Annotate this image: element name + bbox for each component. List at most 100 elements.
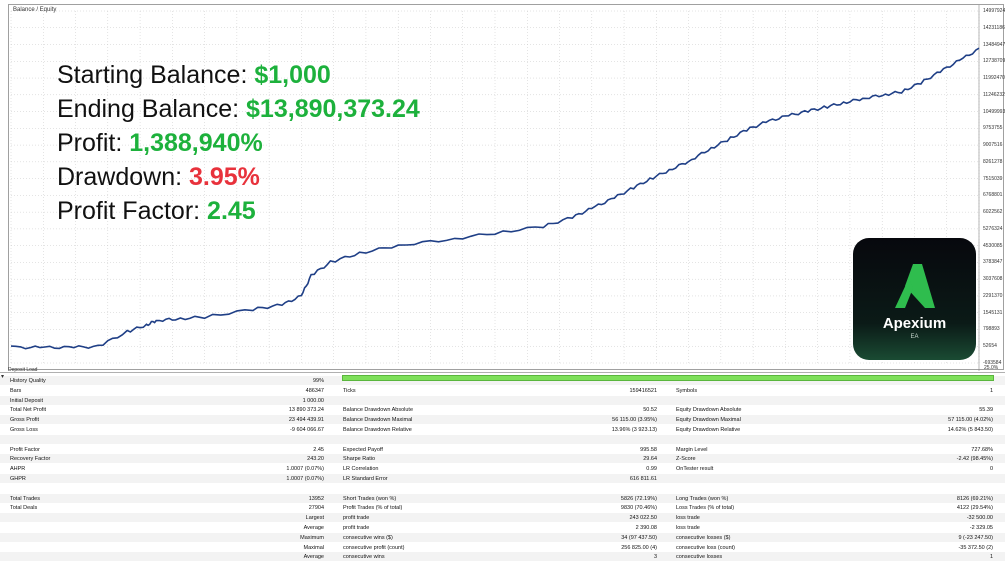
row-band [0, 542, 1005, 552]
summary-label: Drawdown: [57, 163, 189, 191]
report-value: 2.45 [313, 446, 324, 453]
report-label: Total Deals [10, 505, 38, 512]
collapse-arrow-icon[interactable]: ▾ [1, 374, 5, 380]
report-label: Profit Trades (% of total) [343, 505, 403, 512]
report-label: Total Net Profit [10, 407, 47, 414]
report-label: Ticks [343, 387, 356, 394]
report-value: 243 022.50 [629, 515, 657, 522]
tab-deposit-load[interactable]: Deposit Load [8, 367, 38, 373]
report-value: 159416521 [629, 387, 657, 394]
row-band [0, 483, 1005, 493]
report-label: consecutive loss (count) [676, 544, 735, 551]
summary-label: Ending Balance: [57, 95, 247, 123]
report-label: Gross Loss [10, 427, 38, 433]
y-tick-label: 8261278 [983, 158, 1003, 165]
y-tick-label: 52654 [983, 343, 997, 350]
report-label: Short Trades (won %) [343, 495, 397, 502]
row-band [0, 444, 1005, 454]
report-label: Recovery Factor [10, 456, 51, 463]
report-label: Symbols [676, 387, 698, 394]
y-tick-label: 3037608 [983, 276, 1003, 283]
report-value: 2 390.08 [635, 525, 657, 531]
row-band [0, 523, 1005, 532]
chart-plot [10, 5, 980, 371]
report-label: LR Correlation [343, 466, 379, 473]
report-label: Long Trades (won %) [676, 495, 729, 502]
report-label: Balance Drawdown Absolute [343, 407, 414, 414]
report-label: consecutive wins ($) [343, 534, 393, 541]
report-label: History Quality [10, 378, 46, 384]
chart-legend: Balance / Equity [13, 7, 57, 13]
summary-label: Starting Balance: [57, 61, 255, 89]
row-band [0, 552, 1005, 562]
report-value: -2.42 (98.45%) [956, 456, 993, 463]
report-label: Equity Drawdown Relative [676, 427, 741, 433]
summary-value: 3.95% [189, 163, 260, 191]
report-value: 256 825.00 (4) [621, 544, 657, 551]
report-value: -35 372.50 (2) [958, 544, 993, 551]
report-value: -32 500.00 [966, 515, 993, 522]
row-band [0, 503, 1005, 513]
summary-value: $13,890,373.24 [246, 95, 420, 123]
apexium-logo: Apexium EA [853, 238, 976, 360]
report-value: 13952 [308, 495, 324, 502]
y-tick-label: 11992470 [983, 75, 1005, 82]
summary-label: Profit: [57, 129, 130, 157]
report-value: 1.0007 (0.07%) [286, 466, 324, 473]
y-tick-label: 9753755 [983, 125, 1003, 132]
report-value: 1 [989, 387, 993, 394]
y-tick-label: 6022562 [983, 209, 1003, 216]
report-label: Expected Payoff [343, 446, 383, 453]
report-label: loss trade [676, 525, 700, 531]
y-tick-label: 13484947 [983, 41, 1005, 48]
summary-value: $1,000 [254, 61, 331, 89]
report-label: Z-Score [676, 456, 696, 463]
row-band [0, 464, 1005, 474]
summary-line: Drawdown: 3.95% [57, 160, 420, 194]
report-value: 29.64 [643, 456, 657, 463]
summary-value: 2.45 [207, 197, 256, 225]
report-label: Bars [10, 387, 22, 394]
report-value: 9830 (70.46%) [620, 505, 657, 512]
summary-line: Profit: 1,388,940% [57, 126, 420, 160]
report-value: 616 811.61 [629, 476, 657, 482]
report-value: 1 [989, 554, 993, 561]
balance-equity-chart: Balance / Equity 14997924 14231186 1348494… [8, 4, 1005, 371]
y-tick-label: 10499993 [983, 108, 1005, 115]
report-value: 995.58 [640, 446, 657, 453]
report-label: profit trade [343, 525, 370, 531]
report-value: 55.39 [979, 407, 993, 414]
report-label: consecutive losses ($) [676, 534, 731, 541]
y-tick-label: -693584 [983, 360, 1002, 366]
report-label: LR Standard Error [343, 476, 388, 482]
row-band [0, 415, 1005, 425]
row-band [0, 532, 1005, 542]
report-value: 486347 [305, 387, 324, 394]
y-tick-label: 9007516 [983, 142, 1003, 149]
y-tick-label: 11246232 [983, 91, 1005, 98]
balance-series-line [10, 47, 980, 350]
report-label: Balance Drawdown Relative [343, 427, 412, 433]
y-tick-label: 6768801 [983, 192, 1003, 199]
zoom-readout: 25.0% [984, 365, 999, 371]
report-label: Sharpe Ratio [343, 456, 376, 463]
y-tick-label: 1545131 [983, 309, 1003, 316]
y-tick-label: 4530085 [983, 242, 1003, 249]
report-label: loss trade [676, 515, 700, 522]
report-label: profit trade [343, 515, 370, 522]
y-tick-label: 2291370 [983, 292, 1003, 299]
row-band [0, 454, 1005, 464]
report-label: GHPR [10, 476, 26, 482]
report-value: 0.99 [646, 466, 657, 473]
report-value: -2 329.05 [969, 525, 993, 531]
report-label: consecutive profit (count) [343, 544, 405, 551]
report-value: 99% [312, 378, 324, 384]
y-tick-label: 5276324 [983, 225, 1003, 232]
row-band [0, 562, 1005, 565]
y-tick-label: 798893 [983, 326, 1000, 333]
report-label: Balance Drawdown Maximal [343, 417, 413, 424]
y-tick-label: 12738709 [983, 58, 1005, 65]
history-quality-bar [342, 375, 994, 381]
row-band [0, 425, 1005, 434]
logo-sub: EA [910, 334, 919, 340]
